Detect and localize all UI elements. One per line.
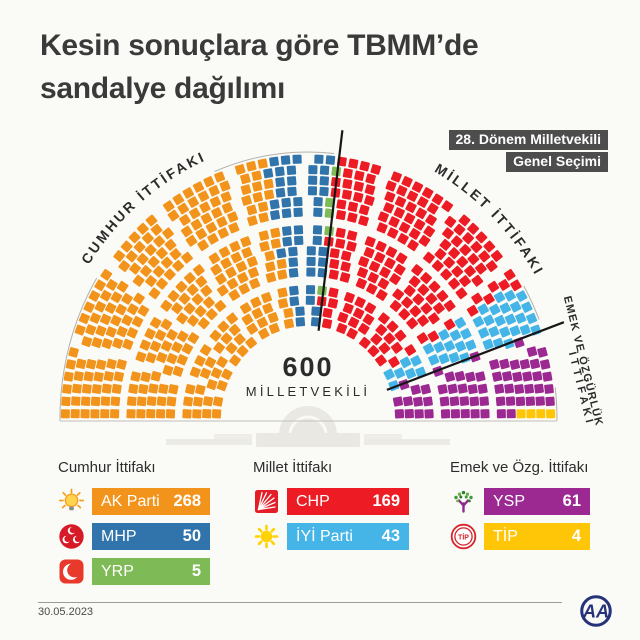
legend-row-tip: TİP TİP 4 [450,523,590,550]
badge-line2: Genel Seçimi [506,152,608,172]
legend-bar-tip: TİP 4 [484,523,590,550]
title-line1: Kesin sonuçlara göre TBMM’de [40,29,479,62]
svg-text:AA: AA [582,602,609,622]
footer-divider [38,602,562,603]
legend-group-emek: Emek ve Özg. İttifakı YSP 61 [450,459,590,558]
legend-row-iyi: İYİ Parti 43 [253,523,409,550]
tip-logo: TİP [450,523,477,550]
total-seats-number: 600 [282,352,333,382]
legend-row-yrp: YRP 5 [58,558,210,585]
election-badge: 28. Dönem Milletvekili Genel Seçimi [448,130,608,172]
iyi-logo [253,523,280,550]
svg-text:TİP: TİP [458,533,469,541]
legend-row-akparti: AK Parti 268 [58,488,210,515]
mhp-logo [58,523,85,550]
rostrum-ring [288,415,328,436]
legend-row-chp: CHP 169 [253,488,409,515]
legend-bar-akparti: AK Parti 268 [92,488,210,515]
podium [166,406,450,447]
seats-layer [60,154,556,419]
alliance-divider-layer [317,130,565,391]
legend-row-mhp: MHP 50 [58,523,210,550]
legend-bar-ysp: YSP 61 [484,488,590,515]
yrp-logo [58,558,85,585]
legend-group-header: Cumhur İttifakı [58,459,156,476]
page-title: Kesin sonuçlara göre TBMM’de sandalye da… [40,24,610,110]
legend-bar-mhp: MHP 50 [92,523,210,550]
legend-row-ysp: YSP 61 [450,488,590,515]
footer-date: 30.05.2023 [38,606,94,618]
total-seats-caption: MİLLETVEKİLİ [246,384,370,399]
title-line2: sandalye dağılımı [40,72,285,105]
legend-bar-chp: CHP 169 [287,488,409,515]
legend-group-header: Millet İttifakı [253,459,333,476]
legend-group-cumhur: Cumhur İttifakı [58,459,210,593]
anadolu-agency-logo: AA [577,592,615,630]
outer-arc-lines [59,151,558,421]
legend-bar-iyi: İYİ Parti 43 [287,523,409,550]
hemicycle-chart-wrap: CUMHUR İTTİFAKI MİLLET İTTİFAKI EMEK VE … [0,130,640,480]
badge-line1: 28. Dönem Milletvekili [448,130,608,150]
hemicycle-chart: CUMHUR İTTİFAKI MİLLET İTTİFAKI EMEK VE … [59,130,606,447]
legend-group-header: Emek ve Özg. İttifakı [450,459,589,476]
legend-group-millet: Millet İttifakı CHP 169 [253,459,409,558]
chp-logo [253,488,280,515]
legend-bar-yrp: YRP 5 [92,558,210,585]
akparti-logo [58,488,85,515]
ysp-logo [450,488,477,515]
